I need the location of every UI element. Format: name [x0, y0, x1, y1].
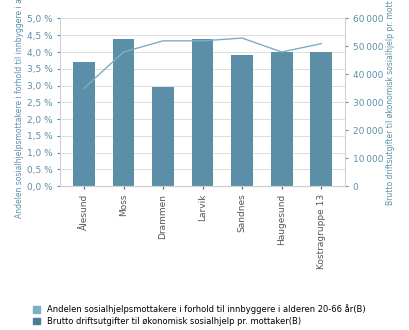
- Bar: [231, 55, 252, 186]
- Bar: [152, 87, 173, 186]
- Bar: [73, 62, 94, 186]
- Y-axis label: Brutto driftsutgifter til økonomisk sosialhjelp pr. mott: Brutto driftsutgifter til økonomisk sosi…: [385, 0, 394, 205]
- Bar: [270, 52, 292, 186]
- Legend: Andelen sosialhjelpsmottakere i forhold til innbyggere i alderen 20-66 år(B), Br: Andelen sosialhjelpsmottakere i forhold …: [33, 305, 365, 326]
- Bar: [191, 39, 213, 186]
- Bar: [310, 52, 331, 186]
- Bar: [112, 39, 134, 186]
- Y-axis label: Andelen sosialhjelpsmottakere i forhold til innbyggere i alde: Andelen sosialhjelpsmottakere i forhold …: [15, 0, 24, 218]
